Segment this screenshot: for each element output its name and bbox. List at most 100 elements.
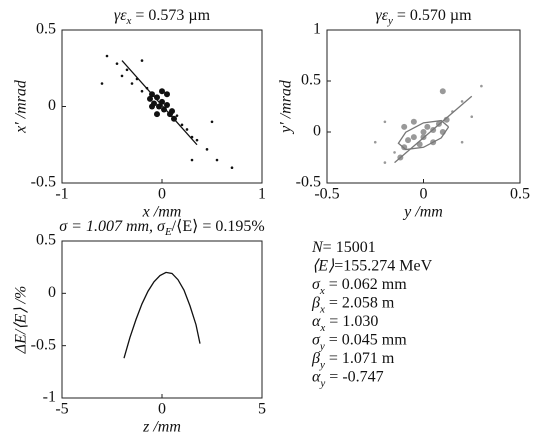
x-tick-label: 0 <box>158 401 166 418</box>
parameter-sub: y <box>319 359 325 371</box>
scatter-point <box>420 129 427 135</box>
scatter-point <box>185 128 189 131</box>
scatter-point <box>161 106 167 113</box>
scatter-point <box>175 114 179 117</box>
scatter-point <box>460 100 464 103</box>
parameter-sub: y <box>319 377 325 389</box>
parameter-sub: x <box>319 285 325 297</box>
y-tick-label: -1 <box>43 389 56 406</box>
scatter-point <box>159 88 165 95</box>
series-line <box>123 271 201 359</box>
parameter-symbol: σ <box>312 276 321 293</box>
scatter-point <box>480 84 483 88</box>
parameter-value: = 0.045 mm <box>325 331 407 348</box>
scatter-point <box>210 120 214 124</box>
x-axis-label: z /mm <box>142 419 181 436</box>
scatter-point <box>373 140 377 144</box>
parameter-sub: y <box>319 340 325 352</box>
y-tick-label: 0 <box>48 284 56 301</box>
parameter-value: = 15001 <box>323 239 376 256</box>
chart-title: γεx = 0.573 µm <box>114 7 211 27</box>
scatter-point <box>230 166 234 169</box>
parameter-value: = 1.030 <box>325 313 378 330</box>
scatter-point <box>164 101 170 108</box>
parameter-symbol: σ <box>312 331 321 348</box>
plot-frame <box>326 29 521 184</box>
parameter-symbol: ⟨E⟩ <box>312 257 335 274</box>
scatter-point <box>120 74 124 78</box>
parameter-symbol: β <box>311 350 320 367</box>
x-tick-label: 5 <box>258 401 266 418</box>
x-tick-label: 0 <box>420 186 428 203</box>
series-line <box>121 60 198 146</box>
title-rest: /⟨E⟩ = 0.195% <box>172 218 265 235</box>
scatter-point <box>149 103 155 110</box>
parameter-symbol: α <box>312 368 321 385</box>
y-tick-label: -0.5 <box>31 174 56 191</box>
y-tick-label: 0 <box>313 123 321 140</box>
title-rest: = 0.573 µm <box>131 7 210 24</box>
title-main: γε <box>375 7 388 24</box>
parameter-value: = 0.062 mm <box>325 276 407 293</box>
scatter-point <box>130 82 134 85</box>
y-tick-label: 1 <box>313 21 321 38</box>
parameter-symbol: β <box>311 294 320 311</box>
parameter: αy = -0.747 <box>312 368 384 389</box>
scatter-point <box>125 68 129 72</box>
scatter-point <box>215 158 219 162</box>
parameter-sub: x <box>319 303 325 315</box>
scatter-point <box>147 95 153 102</box>
x-tick-label: -5 <box>55 401 68 418</box>
x-axis-label: x /mm <box>142 204 182 221</box>
y-axis-label: y′ /mrad <box>278 79 295 135</box>
title-main: σ = 1.007 mm, σ <box>59 218 166 235</box>
title-main: γε <box>114 7 127 24</box>
parameter-symbol: α <box>312 313 321 330</box>
title-sub: E <box>164 226 172 238</box>
scatter-point <box>115 62 119 65</box>
y-tick-label: 0.5 <box>36 232 56 249</box>
parameter-value: = -0.747 <box>325 368 383 385</box>
plot-frame <box>61 240 263 399</box>
y-tick-label: 0.5 <box>36 21 56 38</box>
scatter-point <box>190 158 194 162</box>
scatter-point <box>105 54 109 58</box>
scatter-point <box>100 82 104 85</box>
scatter-point <box>169 108 175 115</box>
scatter-point <box>164 91 170 98</box>
scatter-point <box>156 103 162 110</box>
scatter-point <box>393 151 396 154</box>
x-tick-label: -1 <box>55 186 68 203</box>
parameter: σx = 0.062 mm <box>312 276 407 297</box>
title-rest: = 0.570 µm <box>393 7 472 24</box>
parameter: σy = 0.045 mm <box>312 331 407 352</box>
scatter-point <box>205 148 209 151</box>
scatter-point <box>443 116 450 123</box>
parameter-sub: x <box>319 322 325 334</box>
parameter-value: = 2.058 m <box>325 294 395 311</box>
series-line <box>394 95 473 164</box>
scatter-point <box>410 134 417 141</box>
x-tick-label: 1 <box>258 186 266 203</box>
scatter-point <box>140 89 144 93</box>
parameter: ⟨E⟩=155.274 MeV <box>312 257 433 274</box>
y-axis-label: ΔE/⟨E⟩ /% <box>13 286 30 355</box>
scatter-point <box>195 138 199 142</box>
title-sub: x <box>126 15 132 27</box>
parameter-value: =155.274 MeV <box>334 257 432 274</box>
scatter-point <box>439 88 446 95</box>
scatter-point <box>383 161 387 164</box>
y-tick-label: 0.5 <box>301 72 321 89</box>
scatter-point <box>460 140 464 144</box>
y-tick-label: -0.5 <box>31 336 56 353</box>
y-tick-label: -0.5 <box>296 174 321 191</box>
series-line <box>397 119 450 151</box>
parameter-value: = 1.071 m <box>325 350 395 367</box>
chart-title: γεy = 0.570 µm <box>375 7 472 27</box>
scatter-point <box>383 120 387 124</box>
x-tick-label: -0.5 <box>314 186 339 203</box>
chart-title: σ = 1.007 mm, σE/⟨E⟩ = 0.195% <box>59 218 264 238</box>
x-tick-label: 0.5 <box>510 186 530 203</box>
parameter-symbol: N <box>311 239 324 256</box>
